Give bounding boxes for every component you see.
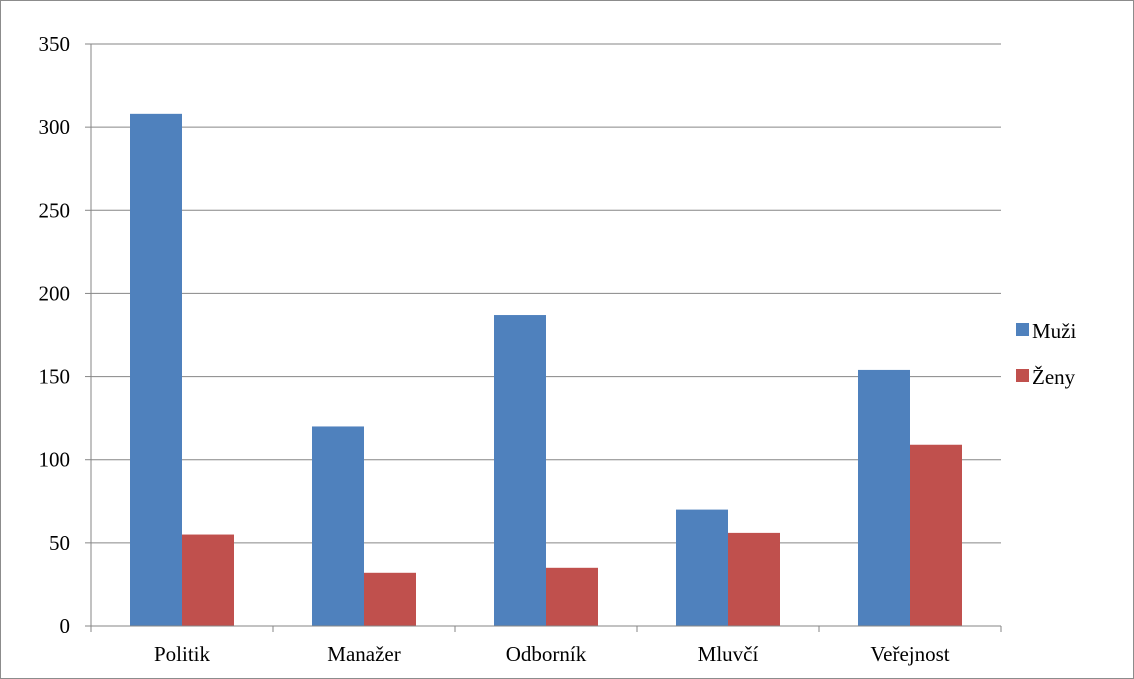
bar-muži-politik — [130, 113, 182, 627]
bar-muži-odborník — [494, 315, 546, 626]
legend-label: Ženy — [1032, 365, 1076, 389]
bar-ženy-odborník — [546, 567, 598, 626]
bars — [130, 113, 962, 627]
bar-muži-manažer — [312, 426, 364, 626]
y-tick-label: 350 — [39, 32, 71, 56]
x-category-label: Veřejnost — [870, 642, 949, 666]
x-category-labels: Politik Manažer Odborník Mluvčí Veřejnost — [154, 642, 950, 666]
axes — [85, 43, 1002, 632]
y-tick-label: 250 — [39, 198, 71, 222]
x-category-label: Politik — [154, 642, 211, 666]
y-tick-label: 200 — [39, 281, 71, 305]
bar-ženy-politik — [182, 534, 234, 626]
bar-ženy-veřejnost — [910, 444, 962, 626]
legend: Muži Ženy — [1016, 319, 1076, 389]
bar-ženy-mluvčí — [728, 532, 780, 626]
y-tick-label: 100 — [39, 448, 71, 472]
x-category-label: Manažer — [327, 642, 400, 666]
bar-muži-veřejnost — [858, 369, 910, 626]
y-tick-labels: 0 50 100 150 200 250 300 350 — [39, 32, 71, 638]
y-tick-label: 0 — [60, 614, 71, 638]
y-tick-label: 50 — [49, 531, 70, 555]
y-tick-label: 150 — [39, 365, 71, 389]
legend-swatch — [1016, 323, 1029, 336]
y-tick-label: 300 — [39, 115, 71, 139]
x-category-label: Mluvčí — [698, 642, 759, 666]
bar-muži-mluvčí — [676, 509, 728, 626]
x-category-label: Odborník — [506, 642, 587, 666]
legend-swatch — [1016, 369, 1029, 382]
legend-label: Muži — [1032, 319, 1076, 343]
bar-ženy-manažer — [364, 572, 416, 626]
